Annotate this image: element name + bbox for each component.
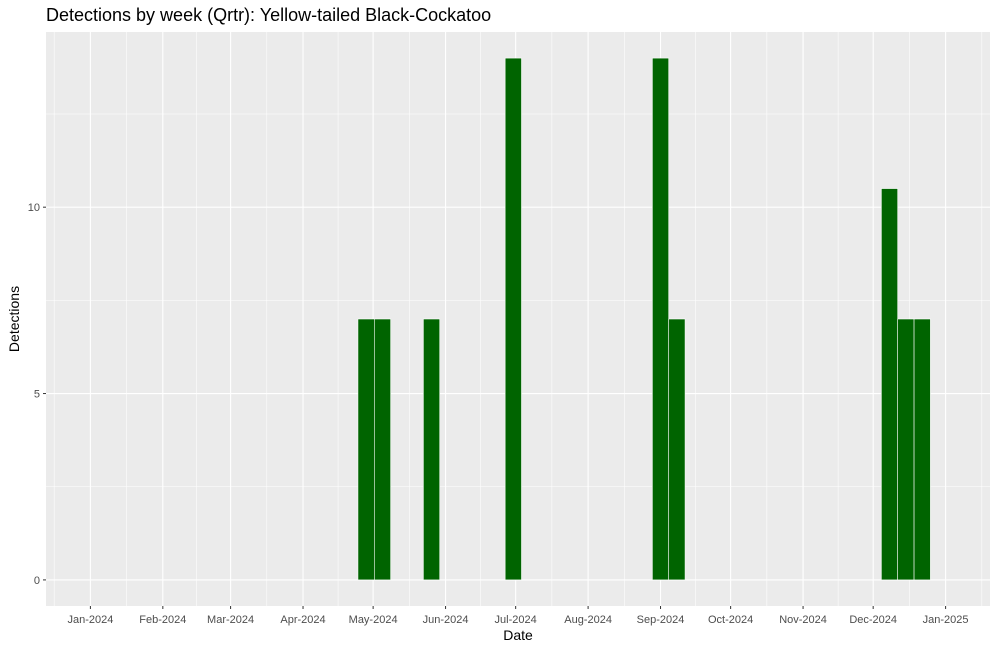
- bar: [913, 318, 931, 581]
- y-tick-label: 5: [34, 389, 40, 401]
- x-tick-label: Jul-2024: [495, 614, 537, 626]
- bar: [357, 318, 375, 581]
- x-tick-label: Mar-2024: [207, 614, 254, 626]
- x-tick-label: Apr-2024: [280, 614, 325, 626]
- bar: [897, 318, 915, 581]
- x-tick-label: Aug-2024: [564, 614, 612, 626]
- bar: [423, 318, 441, 581]
- bar: [373, 318, 391, 581]
- y-tick-label: 10: [28, 202, 40, 214]
- bar: [881, 188, 899, 581]
- bar: [652, 57, 670, 581]
- x-tick-label: Sep-2024: [637, 614, 685, 626]
- x-tick-label: Nov-2024: [779, 614, 827, 626]
- bar: [504, 57, 522, 581]
- y-tick-label: 0: [34, 575, 40, 587]
- x-tick-label: Jan-2025: [923, 614, 969, 626]
- x-tick-label: May-2024: [349, 614, 398, 626]
- x-tick-label: Oct-2024: [708, 614, 753, 626]
- chart-title: Detections by week (Qrtr): Yellow-tailed…: [46, 5, 491, 25]
- bar: [668, 318, 686, 581]
- x-tick-label: Jan-2024: [67, 614, 113, 626]
- x-tick-label: Feb-2024: [139, 614, 186, 626]
- x-tick-label: Dec-2024: [849, 614, 897, 626]
- x-tick-label: Jun-2024: [423, 614, 469, 626]
- y-axis-title: Detections: [6, 286, 22, 352]
- y-axis: 0 5 10: [28, 202, 46, 587]
- x-axis-title: Date: [503, 627, 533, 643]
- bars: [357, 57, 931, 581]
- x-axis: Jan-2024 Feb-2024 Mar-2024 Apr-2024 May-2024…: [67, 606, 969, 626]
